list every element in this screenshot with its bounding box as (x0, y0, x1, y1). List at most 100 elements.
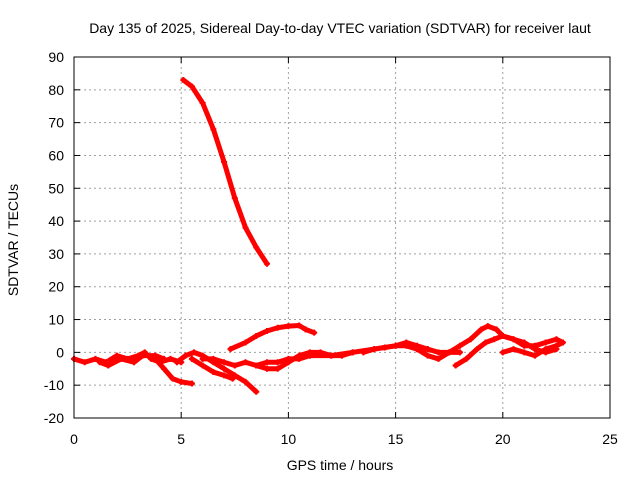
data-point (263, 359, 270, 366)
data-point (467, 336, 474, 343)
data-point (161, 355, 168, 362)
series-group (71, 76, 566, 395)
data-point (302, 326, 309, 333)
data-point (435, 355, 442, 362)
data-point (531, 352, 538, 359)
data-point (253, 388, 260, 395)
data-point (253, 332, 260, 339)
data-point (296, 352, 303, 359)
data-point (92, 355, 99, 362)
plot-frame (73, 56, 611, 419)
data-point (139, 352, 146, 359)
data-point (521, 349, 528, 356)
data-point (229, 375, 236, 382)
series-line (152, 356, 195, 387)
data-point (463, 355, 470, 362)
series-track-2 (96, 352, 168, 369)
data-point (131, 359, 138, 366)
data-point (221, 359, 228, 366)
data-point (414, 346, 421, 353)
data-point (221, 159, 228, 166)
data-point (381, 344, 388, 351)
data-point (478, 326, 485, 333)
data-point (178, 378, 185, 385)
data-point (446, 349, 453, 356)
data-point (253, 244, 260, 251)
data-point (161, 365, 168, 372)
x-axis-label: GPS time / hours (287, 457, 394, 473)
data-point (510, 336, 517, 343)
data-point (118, 355, 125, 362)
y-tick-label: 60 (48, 147, 64, 163)
data-point (113, 352, 120, 359)
series-track-6 (188, 355, 236, 382)
data-point (167, 355, 174, 362)
data-point (242, 378, 249, 385)
data-point (221, 372, 228, 379)
data-point (349, 349, 356, 356)
data-point (456, 349, 463, 356)
data-point (482, 339, 489, 346)
data-point (424, 346, 431, 353)
data-point (553, 342, 560, 349)
data-point (424, 352, 431, 359)
data-point (231, 195, 238, 202)
data-point (253, 362, 260, 369)
data-point (263, 260, 270, 267)
data-point (306, 352, 313, 359)
data-point (285, 323, 292, 330)
data-point (392, 342, 399, 349)
y-tick-label: 90 (48, 49, 64, 65)
data-point (456, 342, 463, 349)
data-point (169, 375, 176, 382)
data-point (403, 339, 410, 346)
x-tick-label: 10 (281, 431, 297, 447)
data-point (510, 346, 517, 353)
series-track-4 (180, 76, 270, 267)
series-line (414, 323, 566, 362)
data-point (499, 349, 506, 356)
series-track-13 (452, 332, 560, 369)
data-point (493, 326, 500, 333)
data-point (491, 336, 498, 343)
y-tick-label: 10 (48, 312, 64, 328)
y-tick-label: -20 (44, 410, 64, 426)
data-point (474, 346, 481, 353)
y-tick-label: 20 (48, 279, 64, 295)
series-track-14 (499, 339, 566, 359)
data-point (484, 323, 491, 330)
grid (74, 57, 610, 418)
x-axis-ticks: 0 5 10 15 20 25 (70, 57, 618, 447)
data-point (521, 339, 528, 346)
data-point (191, 349, 198, 356)
x-tick-label: 25 (602, 431, 618, 447)
data-point (210, 126, 217, 133)
data-point (227, 346, 234, 353)
data-point (180, 76, 187, 83)
series-track-11 (360, 339, 431, 356)
data-point (231, 362, 238, 369)
y-tick-label: 40 (48, 213, 64, 229)
data-point (242, 339, 249, 346)
y-axis-label: SDTVAR / TECUs (5, 184, 21, 296)
data-point (182, 352, 189, 359)
data-point (242, 224, 249, 231)
data-point (242, 359, 249, 366)
y-tick-label: 50 (48, 180, 64, 196)
data-point (542, 339, 549, 346)
y-axis-ticks: -20 -10 0 10 20 30 40 50 60 70 80 90 (44, 49, 610, 426)
data-point (210, 369, 217, 376)
y-tick-label: 70 (48, 115, 64, 131)
data-point (188, 83, 195, 90)
data-point (360, 349, 367, 356)
y-tick-label: -10 (44, 377, 64, 393)
data-point (221, 365, 228, 372)
chart-title: Day 135 of 2025, Sidereal Day-to-day VTE… (89, 20, 591, 36)
data-point (199, 99, 206, 106)
x-tick-label: 5 (177, 431, 185, 447)
data-point (296, 322, 303, 329)
data-point (199, 362, 206, 369)
y-tick-label: 80 (48, 82, 64, 98)
series-track-12 (414, 323, 566, 362)
